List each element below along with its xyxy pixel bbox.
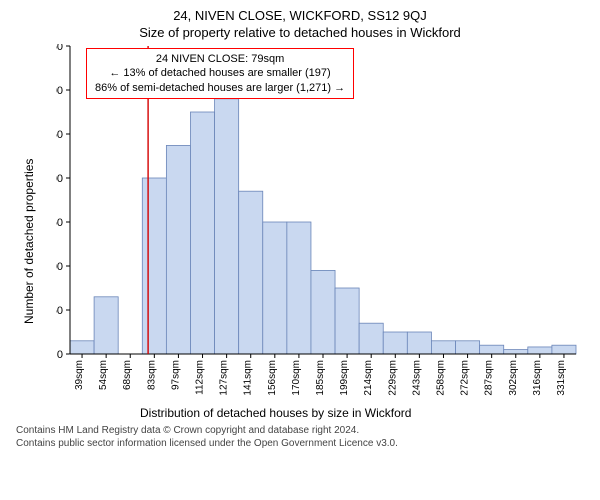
- svg-text:350: 350: [56, 44, 63, 53]
- footer-line2: Contains public sector information licen…: [16, 438, 590, 451]
- svg-text:112sqm: 112sqm: [195, 360, 206, 395]
- svg-text:214sqm: 214sqm: [363, 360, 374, 396]
- svg-text:170sqm: 170sqm: [291, 360, 302, 396]
- svg-text:287sqm: 287sqm: [484, 360, 495, 396]
- y-axis-label: Number of detached properties: [22, 159, 36, 324]
- svg-text:68sqm: 68sqm: [122, 360, 133, 390]
- footer-attribution: Contains HM Land Registry data © Crown c…: [16, 425, 590, 450]
- svg-text:250: 250: [56, 129, 63, 141]
- svg-text:331sqm: 331sqm: [556, 360, 567, 396]
- svg-text:50: 50: [56, 305, 63, 317]
- svg-text:97sqm: 97sqm: [170, 360, 181, 390]
- page-address: 24, NIVEN CLOSE, WICKFORD, SS12 9QJ: [10, 8, 590, 23]
- callout-line1: 24 NIVEN CLOSE: 79sqm: [95, 52, 345, 66]
- svg-text:156sqm: 156sqm: [267, 360, 278, 396]
- callout-box: 24 NIVEN CLOSE: 79sqm ← 13% of detached …: [86, 48, 354, 99]
- svg-text:258sqm: 258sqm: [435, 360, 446, 396]
- svg-text:141sqm: 141sqm: [243, 360, 254, 396]
- page-subtitle: Size of property relative to detached ho…: [10, 25, 590, 40]
- callout-line2: ← 13% of detached houses are smaller (19…: [95, 66, 345, 80]
- svg-text:243sqm: 243sqm: [411, 360, 422, 396]
- x-axis-label: Distribution of detached houses by size …: [140, 406, 411, 420]
- svg-text:127sqm: 127sqm: [219, 360, 230, 396]
- svg-text:83sqm: 83sqm: [146, 360, 157, 390]
- svg-text:150: 150: [56, 217, 63, 229]
- svg-text:185sqm: 185sqm: [315, 360, 326, 396]
- svg-text:199sqm: 199sqm: [339, 360, 350, 396]
- svg-text:229sqm: 229sqm: [387, 360, 398, 396]
- svg-text:316sqm: 316sqm: [532, 360, 543, 396]
- callout-line3: 86% of semi-detached houses are larger (…: [95, 81, 345, 95]
- footer-line1: Contains HM Land Registry data © Crown c…: [16, 425, 590, 438]
- svg-text:0: 0: [57, 349, 63, 361]
- svg-text:54sqm: 54sqm: [98, 360, 109, 390]
- svg-text:100: 100: [56, 261, 63, 273]
- svg-text:302sqm: 302sqm: [508, 360, 519, 396]
- svg-text:272sqm: 272sqm: [460, 360, 471, 396]
- svg-text:39sqm: 39sqm: [74, 360, 85, 390]
- svg-text:300: 300: [56, 85, 63, 97]
- chart-container: 24 NIVEN CLOSE: 79sqm ← 13% of detached …: [56, 44, 590, 419]
- svg-text:200: 200: [56, 173, 63, 185]
- histogram-chart: 0 50 100 150 200 250 300 350 39sqm 54sqm 68sqm 83sq…: [56, 44, 592, 414]
